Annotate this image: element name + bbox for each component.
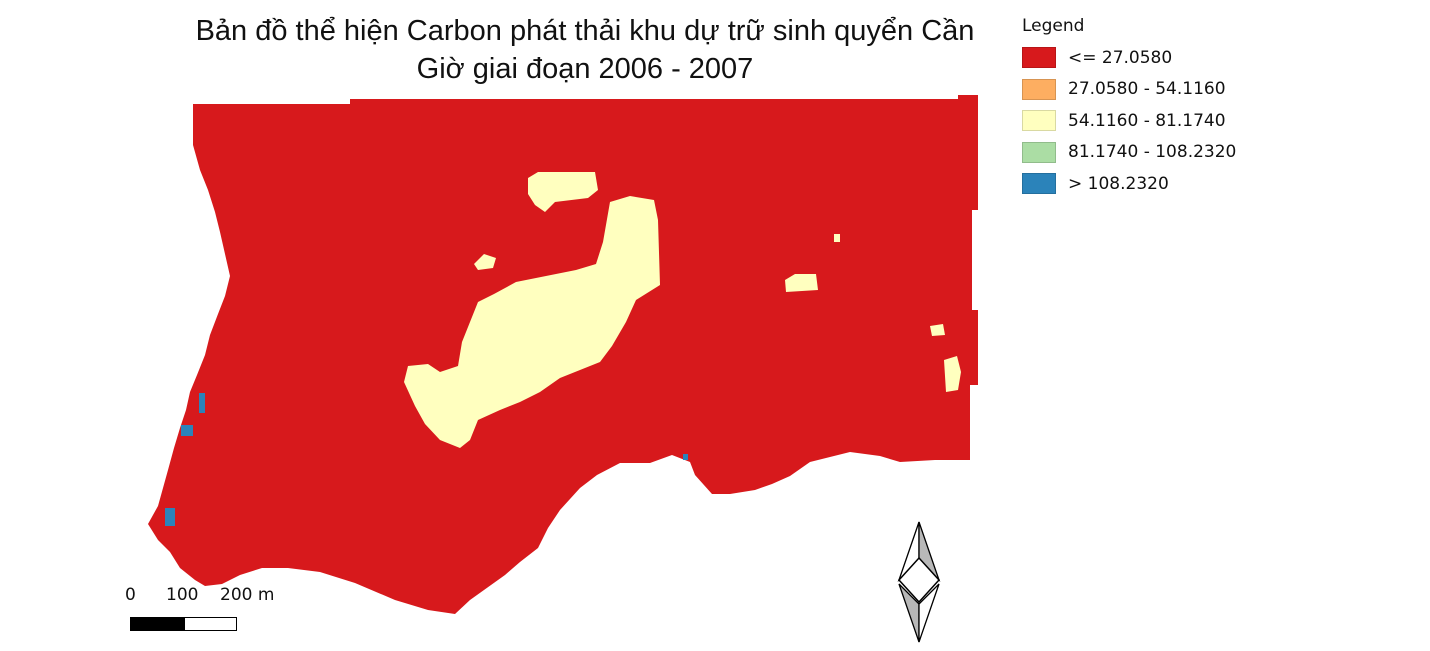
legend-item-5: > 108.2320: [1022, 168, 1236, 200]
legend-item-1: <= 27.0580: [1022, 42, 1236, 74]
legend-item-3: 54.1160 - 81.1740: [1022, 105, 1236, 137]
scale-label-0: 0: [125, 585, 136, 605]
legend-swatch-2: [1022, 78, 1056, 100]
legend-swatch-5: [1022, 173, 1056, 195]
map-title-line-1: Bản đồ thể hiện Carbon phát thải khu dự …: [195, 15, 975, 47]
scale-bar-black-segment: [130, 617, 184, 631]
legend-title: Legend: [1022, 16, 1085, 36]
legend-label-5: > 108.2320: [1068, 173, 1169, 194]
carbon-class-medium-high-area: [404, 172, 961, 448]
legend-item-2: 27.0580 - 54.1160: [1022, 74, 1236, 106]
scale-bar: 0 100 200 m: [116, 585, 286, 635]
legend-swatch-4: [1022, 141, 1056, 163]
legend-swatch-1: [1022, 47, 1056, 69]
scale-label-200: 200 m: [220, 585, 275, 605]
scale-bar-white-segment: [184, 617, 237, 631]
carbon-class-very-high-area: [165, 393, 688, 526]
legend-item-4: 81.1740 - 108.2320: [1022, 137, 1236, 169]
legend-label-4: 81.1740 - 108.2320: [1068, 142, 1237, 163]
legend-label-3: 54.1160 - 81.1740: [1068, 110, 1226, 131]
legend-label-1: <= 27.0580: [1068, 47, 1173, 68]
scale-label-100: 100: [166, 585, 199, 605]
legend-label-2: 27.0580 - 54.1160: [1068, 79, 1226, 100]
north-arrow-icon: [897, 521, 941, 643]
legend-swatch-3: [1022, 110, 1056, 132]
legend: Legend <= 27.0580 27.0580 - 54.1160 54.1…: [1022, 16, 1236, 200]
map-title: Bản đồ thể hiện Carbon phát thải khu dự …: [160, 12, 1010, 88]
map-title-line-2: Giờ giai đoạn 2006 - 2007: [416, 53, 754, 85]
